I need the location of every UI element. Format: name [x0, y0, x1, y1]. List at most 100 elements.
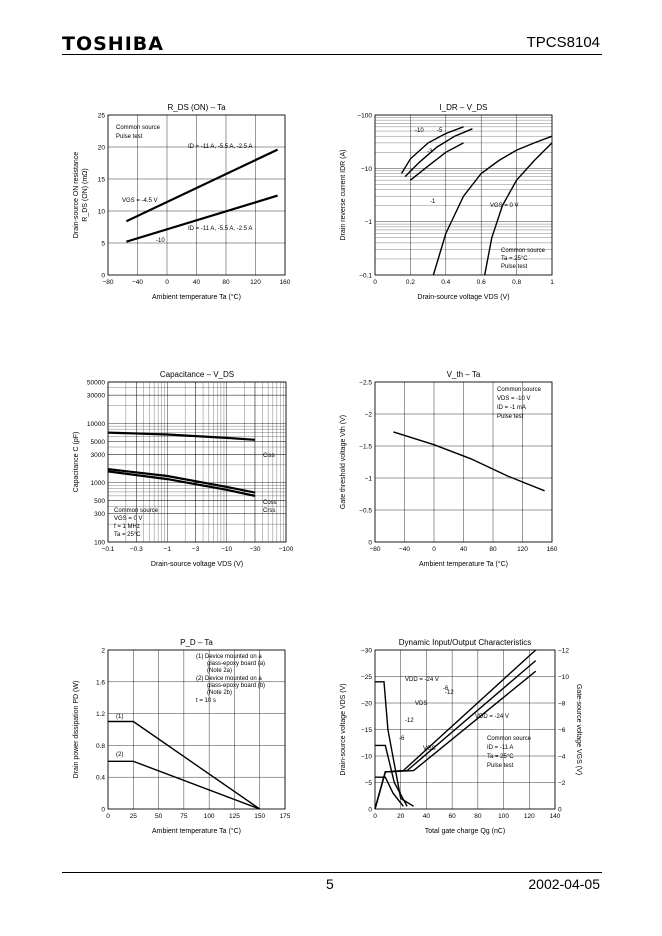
y-axis-label: Drain-source voltage VDS (V)	[340, 683, 347, 775]
chart-annotation: glass-epoxy board (b)	[207, 683, 265, 689]
y-axis-label: Capacitance C (pF)	[73, 432, 80, 493]
y-tick-label: 0.8	[96, 743, 105, 750]
chart-annotation: Common source	[116, 125, 161, 131]
chart-title: V_th – Ta	[447, 370, 481, 379]
chart-annotation: VGS = 0 V	[490, 203, 519, 209]
x-axis-label: Drain-source voltage VDS (V)	[151, 561, 243, 568]
chart-annotation: Common source	[487, 736, 532, 742]
x-tick-label: 160	[280, 279, 291, 286]
x-tick-label: 160	[547, 546, 558, 553]
x-tick-label: 80	[222, 279, 230, 286]
chart-annotation: Pulse test	[487, 763, 514, 769]
y-right-tick-label: −8	[558, 701, 566, 708]
chart-title: Dynamic Input/Output Characteristics	[399, 638, 532, 647]
chart-annotation: -12	[405, 718, 414, 724]
y-tick-label: −1	[365, 476, 373, 483]
chart-annotation: Ta = 25°C	[487, 754, 514, 760]
y-tick-label: 0	[101, 273, 105, 280]
chart-title: I_DR – V_DS	[439, 103, 487, 112]
y-tick-label: 5000	[91, 439, 106, 446]
y-tick-label: 15	[98, 177, 106, 184]
chart-annotation: VDD = -24 V	[475, 714, 509, 720]
x-tick-label: 40	[460, 546, 468, 553]
x-tick-label: −100	[279, 546, 294, 553]
y-tick-label: −15	[361, 727, 372, 734]
chart-annotation: Pulse test	[116, 134, 143, 140]
chart-annotation: VGS = -4.5 V	[122, 198, 158, 204]
y-tick-label: 100	[94, 540, 105, 547]
y-axis-label-right: Gate-source voltage VGS (V)	[575, 684, 582, 775]
chart-annotation: t = 10 s	[196, 698, 216, 704]
x-tick-label: −1	[164, 546, 172, 553]
x-tick-label: −80	[102, 279, 113, 286]
chart-annotation: ID = -11 A	[487, 745, 513, 751]
y-tick-label: 2	[101, 648, 105, 655]
series-line	[108, 720, 261, 810]
series-line	[107, 431, 256, 441]
y-tick-label: 0.4	[96, 775, 105, 782]
chart-vth-ta: −80 −40 0 40 80 120 160 0 −0.5 −1 −1.5 −2 −2.5 V_th –…	[340, 370, 558, 568]
y-tick-label: −2.5	[359, 380, 372, 387]
y-tick-label: −0.1	[359, 273, 372, 280]
x-tick-label: 1	[550, 279, 554, 286]
chart-annotation: VDS = -10 V	[497, 396, 531, 402]
x-tick-label: 0	[432, 546, 436, 553]
y-tick-label: −1	[365, 219, 373, 226]
y-right-tick-label: −12	[558, 648, 569, 655]
x-tick-label: 120	[517, 546, 528, 553]
chart-title: P_D – Ta	[180, 638, 213, 647]
chart-annotation: (Note 2b)	[207, 690, 232, 696]
y-tick-label: 10000	[87, 421, 105, 428]
x-tick-label: −30	[249, 546, 260, 553]
page-number: 5	[326, 876, 334, 892]
x-tick-label: 140	[550, 813, 561, 820]
x-tick-label: 40	[193, 279, 201, 286]
chart-annotation: -6	[443, 686, 449, 692]
x-tick-label: 20	[397, 813, 405, 820]
y-right-tick-label: −2	[558, 780, 566, 787]
toshiba-logo: TOSHIBA	[62, 33, 164, 55]
chart-annotation: -1	[430, 199, 436, 205]
x-axis-label: Total gate charge Qg (nC)	[425, 828, 506, 835]
chart-idr-vds: 0 0.2 0.4 0.6 0.8 1 −0.1 −1 −10 −100 I_DR – V_DS Dr…	[340, 103, 554, 301]
y-tick-label: 10	[98, 209, 106, 216]
y-axis-label: Drain power dissipation PD (W)	[73, 681, 80, 779]
x-tick-label: −3	[192, 546, 200, 553]
y-axis-label: Drain-source ON resistance	[73, 152, 80, 238]
chart-title: Capacitance – V_DS	[160, 370, 234, 379]
series-line	[432, 135, 553, 276]
chart-annotation: Ciss	[263, 453, 275, 459]
x-tick-label: 150	[254, 813, 265, 820]
x-axis-label: Drain-source voltage VDS (V)	[417, 294, 509, 301]
footer-date: 2002-04-05	[528, 876, 600, 892]
chart-annotation: Common source	[501, 248, 546, 254]
series-line	[404, 128, 473, 178]
chart-annotation: (1) Device mounted on a	[196, 654, 262, 660]
footer-rule	[62, 872, 602, 873]
chart-annotation: ID = -11 A, -5.5 A, -2.5 A	[188, 144, 252, 150]
chart-annotation: Common source	[497, 387, 542, 393]
chart-annotation: VGS	[423, 746, 436, 752]
y-tick-label: −100	[357, 113, 372, 120]
x-tick-label: −80	[369, 546, 380, 553]
chart-annotation: (2) Device mounted on a	[196, 676, 262, 682]
y-tick-label: 50000	[87, 380, 105, 387]
x-tick-label: 0	[373, 279, 377, 286]
chart-annotation: (1)	[116, 714, 123, 720]
series-line	[107, 470, 256, 497]
chart-annotation: Ta = 25°C	[114, 532, 141, 538]
x-tick-label: 40	[423, 813, 431, 820]
y-tick-label: 0	[101, 807, 105, 814]
y-tick-label: 25	[98, 113, 106, 120]
x-tick-label: 0.2	[406, 279, 415, 286]
x-tick-label: 0.6	[477, 279, 486, 286]
y-tick-label: −1.5	[359, 444, 372, 451]
y-tick-label: −10	[361, 754, 372, 761]
x-axis-label: Ambient temperature Ta (°C)	[152, 293, 241, 301]
series-line	[125, 148, 279, 223]
x-tick-label: −40	[399, 546, 410, 553]
chart-annotation: -10	[415, 128, 424, 134]
y-axis-label: Gate threshold voltage Vth (V)	[340, 415, 347, 509]
chart-annotation: -6	[399, 736, 405, 742]
y-axis-label: Drain reverse current IDR (A)	[340, 149, 347, 240]
